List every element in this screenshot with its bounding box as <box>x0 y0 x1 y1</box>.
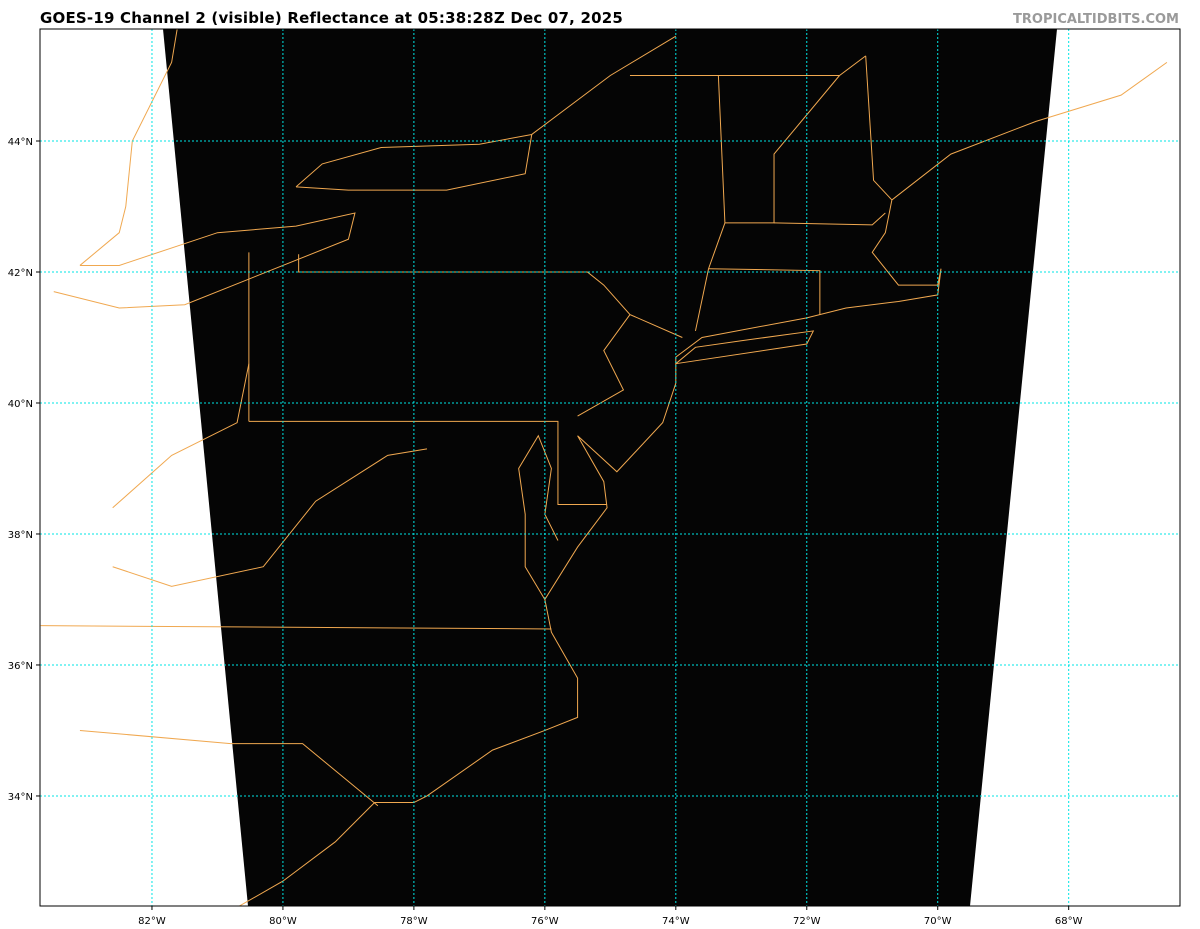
latitude-tick-label: 36°N <box>8 661 33 672</box>
longitude-tick-label: 78°W <box>400 916 428 927</box>
va-nc-border <box>40 625 552 630</box>
ma-nh-border <box>774 212 886 226</box>
longitude-tick-label: 72°W <box>793 916 821 927</box>
canada-border <box>629 55 866 77</box>
nc-sc-border <box>79 729 379 807</box>
ny-vt-border <box>694 75 726 332</box>
latitude-tick-label: 38°N <box>8 530 33 541</box>
longitude-tick-label: 76°W <box>531 916 559 927</box>
chesapeake-bay <box>518 434 559 600</box>
imagery-swath <box>163 29 1057 906</box>
latitude-tick-label: 42°N <box>8 268 33 279</box>
ma-ct-border <box>708 268 821 315</box>
longitude-tick-label: 80°W <box>269 916 297 927</box>
ontario-michigan <box>79 206 127 266</box>
latitude-tick-label: 34°N <box>8 792 33 803</box>
brand-watermark: TROPICALTIDBITS.COM <box>1013 12 1179 27</box>
long-island <box>675 330 815 365</box>
longitude-tick-label: 82°W <box>138 916 166 927</box>
wv-oh-border <box>112 363 250 509</box>
latitude-tick-label: 44°N <box>8 137 33 148</box>
longitude-tick-label: 70°W <box>924 916 952 927</box>
latitude-tick-label: 40°N <box>8 399 33 410</box>
nh-me-border <box>865 55 893 201</box>
map-title: GOES-19 Channel 2 (visible) Reflectance … <box>40 9 623 27</box>
map-frame <box>39 28 1181 907</box>
longitude-tick-label: 68°W <box>1055 916 1083 927</box>
mason-dixon-line <box>248 420 608 506</box>
longitude-tick-label: 74°W <box>662 916 690 927</box>
east-coastline <box>238 61 1168 906</box>
st-lawrence <box>531 35 677 135</box>
pa-ny-border <box>298 254 683 338</box>
